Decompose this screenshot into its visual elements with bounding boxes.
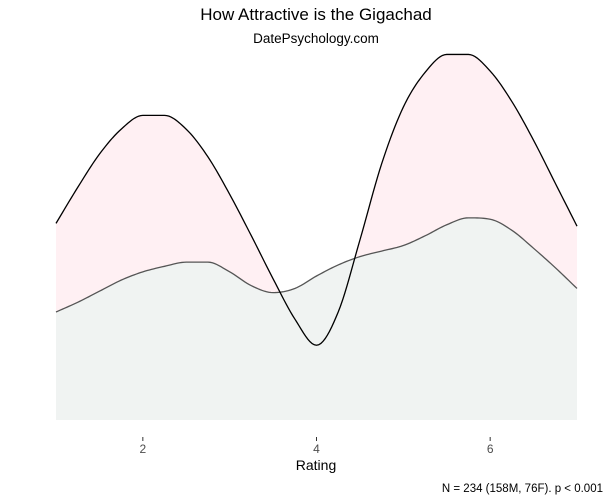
x-tick-label: 2 xyxy=(139,442,146,456)
x-tick-label: 4 xyxy=(313,442,320,456)
difference-region-2 xyxy=(355,54,577,289)
chart-caption: N = 234 (158M, 76F). p < 0.001 xyxy=(442,483,603,495)
density-area-series-2 xyxy=(56,217,577,420)
density-line-series-1 xyxy=(55,53,578,346)
chart-title: How Attractive is the Gigachad xyxy=(200,5,432,24)
difference-region-0 xyxy=(56,115,282,312)
x-axis: 2 4 6 xyxy=(139,437,494,456)
plot-area xyxy=(55,53,578,420)
x-axis-title: Rating xyxy=(296,457,336,473)
x-tick-label: 6 xyxy=(487,442,494,456)
chart-subtitle: DatePsychology.com xyxy=(253,31,379,46)
density-line-series-2 xyxy=(55,217,578,313)
